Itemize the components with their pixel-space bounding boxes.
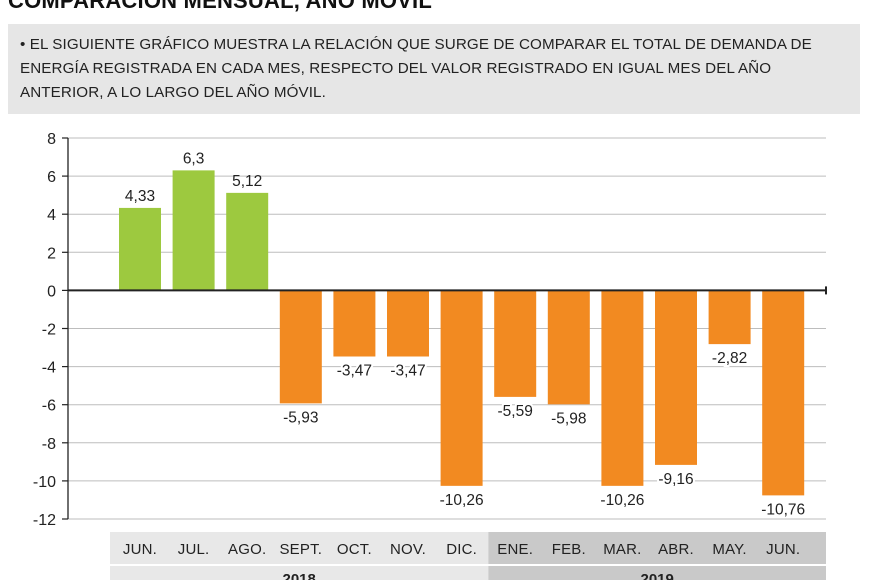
data-label: -9,16 (658, 471, 693, 488)
month-band-2019 (488, 532, 826, 564)
chart-description: • EL SIGUIENTE GRÁFICO MUESTRA LA RELACI… (8, 24, 860, 114)
bar (279, 290, 322, 404)
bar (547, 290, 590, 405)
y-tick-label: -2 (42, 322, 56, 339)
bar (172, 170, 215, 291)
y-tick-label: 4 (47, 207, 56, 224)
x-tick-label: JUN. (766, 541, 800, 558)
data-label: -5,93 (283, 409, 318, 426)
bar (440, 290, 483, 486)
data-label: -10,26 (600, 492, 644, 509)
y-tick-label: -10 (33, 474, 56, 491)
year-band-2018 (110, 566, 489, 580)
bar (655, 290, 697, 465)
year-band-2019 (488, 566, 826, 580)
data-label: 6,3 (183, 150, 205, 167)
year-label: 2019 (641, 571, 674, 580)
y-tick-label: 6 (47, 169, 56, 186)
x-tick-label: OCT. (337, 541, 372, 558)
x-tick-label: FEB. (552, 541, 586, 558)
data-label: 5,12 (232, 173, 262, 190)
data-label: 4,33 (125, 188, 155, 205)
data-label: -5,59 (498, 403, 533, 420)
y-tick-label: 2 (47, 245, 56, 262)
x-tick-label: AGO. (228, 541, 266, 558)
bar (387, 290, 429, 357)
y-tick-label: -8 (42, 436, 56, 453)
y-tick-label: 8 (47, 131, 56, 148)
y-tick-label: -6 (42, 398, 56, 415)
x-tick-label: MAY. (712, 541, 746, 558)
bar (226, 192, 269, 291)
data-label: -10,76 (761, 501, 805, 518)
bar (119, 207, 161, 291)
x-tick-label: DIC. (446, 541, 477, 558)
x-tick-label: ENE. (497, 541, 533, 558)
bar (333, 290, 376, 357)
y-tick-label: -4 (42, 360, 56, 377)
bar (494, 290, 537, 397)
month-band-2018 (110, 532, 489, 564)
x-tick-label: JUN. (123, 541, 157, 558)
bar (708, 290, 751, 345)
x-tick-label: JUL. (178, 541, 210, 558)
chart-title: COMPARACIÓN MENSUAL, AÑO MÓVIL (8, 0, 432, 13)
data-label: -3,47 (337, 363, 372, 380)
bar (601, 290, 644, 486)
y-tick-label: -12 (33, 512, 56, 529)
x-tick-label: SEPT. (279, 541, 322, 558)
x-tick-label: NOV. (390, 541, 426, 558)
data-label: -10,26 (440, 492, 484, 509)
bar (762, 290, 805, 496)
y-tick-label: 0 (47, 283, 56, 300)
data-label: -3,47 (390, 363, 425, 380)
year-label: 2018 (283, 571, 316, 580)
data-label: -2,82 (712, 350, 747, 367)
x-tick-label: MAR. (603, 541, 641, 558)
data-label: -5,98 (551, 410, 586, 427)
x-tick-label: ABR. (658, 541, 694, 558)
